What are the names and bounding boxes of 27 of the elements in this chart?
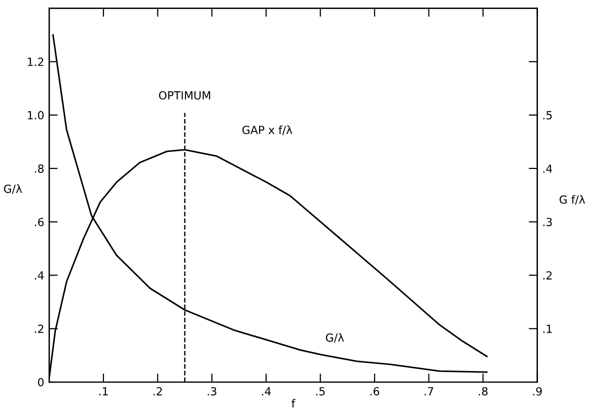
y-tick-label: .8 xyxy=(34,164,44,173)
y-tick-label: .4 xyxy=(34,271,44,280)
y-axis-title: G/λ xyxy=(4,184,22,194)
y-tick-label: 1.0 xyxy=(28,111,44,120)
y2-axis-title: G f/λ xyxy=(560,195,586,205)
series-label: G/λ xyxy=(326,333,344,343)
y2-tick-label: .5 xyxy=(543,111,552,120)
x-tick-label: .9 xyxy=(533,387,542,396)
x-tick-label: .6 xyxy=(370,387,380,396)
y-tick-label: .6 xyxy=(34,218,44,226)
y2-tick-label: .2 xyxy=(543,271,552,280)
ref-line-label: OPTIMUM xyxy=(159,91,210,100)
y-tick-label: 1.2 xyxy=(28,58,44,66)
x-tick-label: .1 xyxy=(99,387,108,396)
x-tick-label: .7 xyxy=(424,387,434,396)
y-tick-label: .2 xyxy=(34,324,44,333)
y2-tick-label: .1 xyxy=(543,324,552,333)
y2-tick-label: .3 xyxy=(543,218,552,226)
x-tick-label: .5 xyxy=(316,387,325,396)
x-axis-title: f xyxy=(292,399,296,408)
x-tick-label: .4 xyxy=(262,387,271,396)
y2-tick-label: .4 xyxy=(543,164,552,173)
text: GAP x f/λ xyxy=(242,126,292,135)
x-tick-label: .8 xyxy=(478,387,488,396)
x-tick-label: .2 xyxy=(154,387,162,396)
y-tick-label: 0 xyxy=(38,378,44,386)
x-tick-label: .3 xyxy=(208,387,216,396)
